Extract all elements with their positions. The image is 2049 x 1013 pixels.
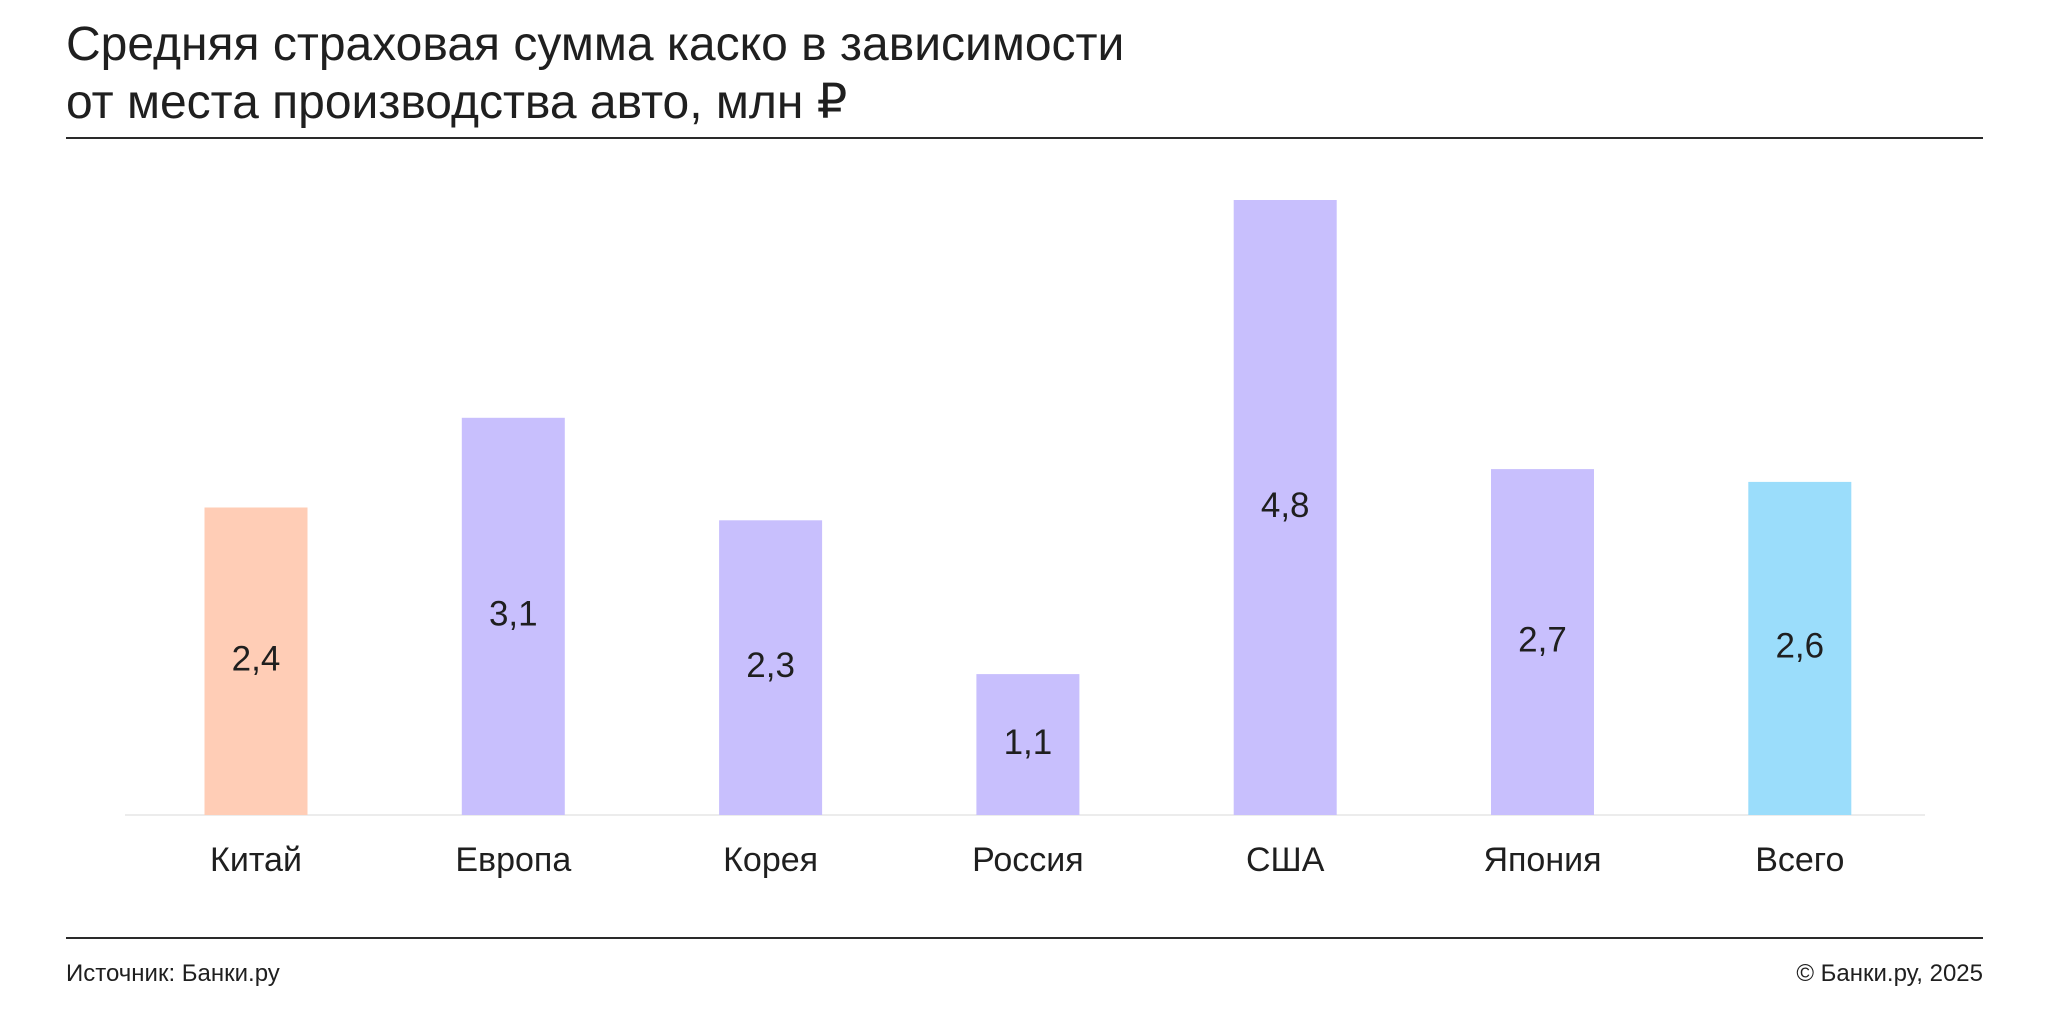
bar-5 (1491, 469, 1594, 815)
bar-4 (1233, 200, 1337, 815)
bar-value-label-3: 1,1 (1004, 723, 1053, 762)
copyright-note: © Банки.ру, 2025 (1796, 960, 1983, 987)
chart-title-line-1: Средняя страховая сумма каско в зависимо… (66, 18, 1125, 71)
category-label-1: Европа (455, 841, 571, 879)
chart-title: Средняя страховая сумма каско в зависимо… (66, 16, 1466, 132)
bar-value-label-6: 2,6 (1775, 627, 1824, 666)
bar-value-label-0: 2,4 (232, 640, 281, 679)
bar-6 (1748, 481, 1852, 815)
category-label-6: Всего (1755, 841, 1844, 879)
bar-0 (204, 507, 308, 815)
bar-1 (461, 417, 565, 815)
category-label-2: Корея (723, 841, 818, 879)
top-divider (66, 137, 1983, 139)
bottom-divider (66, 937, 1983, 939)
bar-2 (719, 520, 823, 815)
category-label-0: Китай (210, 841, 302, 879)
bar-value-label-2: 2,3 (746, 646, 795, 685)
category-label-3: Россия (972, 841, 1084, 879)
category-label-4: США (1246, 841, 1325, 879)
bar-value-label-1: 3,1 (489, 595, 538, 634)
bar-value-label-5: 2,7 (1518, 620, 1567, 659)
category-label-5: Япония (1483, 841, 1601, 879)
bar-value-label-4: 4,8 (1261, 486, 1310, 525)
source-note: Источник: Банки.ру (66, 960, 280, 987)
bar-3 (976, 674, 1080, 815)
chart-title-line-2: от места производства авто, млн ₽ (66, 76, 848, 129)
